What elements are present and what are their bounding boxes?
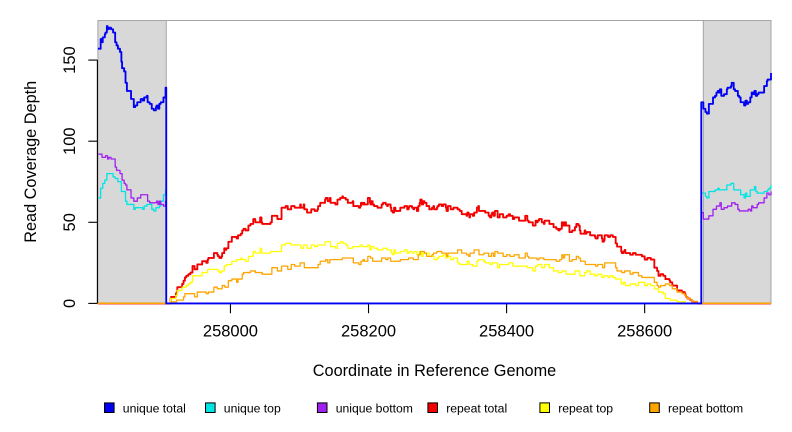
data-series [97, 25, 772, 305]
series-repeat-total [97, 195, 771, 305]
legend-label-unique-total: unique total [123, 401, 186, 415]
series-unique-total [97, 25, 772, 305]
y-tick-label: 0 [61, 299, 79, 308]
legend-swatch-repeat-top [539, 402, 551, 413]
series-repeat-top [97, 241, 771, 305]
series-repeat-bottom [97, 249, 771, 305]
legend-swatch-unique-total [104, 402, 115, 413]
x-tick-label: 258000 [203, 323, 258, 341]
legend-label-repeat-bottom: repeat bottom [668, 401, 743, 415]
x-tick-label: 258400 [479, 323, 534, 341]
left-unique-region [97, 20, 167, 304]
shaded-regions [97, 20, 772, 304]
legend-item: unique top [205, 401, 281, 415]
legend-label-unique-bottom: unique bottom [336, 401, 413, 415]
axes [88, 59, 646, 314]
legend-swatch-unique-top [205, 402, 216, 413]
legend-swatch-unique-bottom [316, 402, 328, 413]
legend-item: unique bottom [316, 401, 413, 415]
y-axis-label: Read Coverage Depth [22, 81, 40, 243]
legend: unique total unique top unique bottom repea… [104, 401, 743, 415]
legend-item: repeat top [539, 401, 613, 415]
legend-item: unique total [104, 401, 186, 415]
legend-label-unique-top: unique top [224, 401, 281, 415]
legend-item: repeat bottom [649, 401, 743, 415]
x-axis-label: Coordinate in Reference Genome [313, 362, 556, 380]
right-unique-region [702, 20, 772, 304]
legend-swatch-repeat-bottom [649, 402, 660, 413]
tick-labels: 258000 258200 258400 258600 0 50 100 150 [61, 46, 672, 340]
y-tick-label: 50 [61, 213, 79, 231]
legend-label-repeat-top: repeat top [558, 401, 613, 415]
legend-label-repeat-total: repeat total [446, 401, 507, 415]
y-tick-label: 100 [61, 127, 79, 155]
x-tick-label: 258600 [617, 323, 672, 341]
x-tick-label: 258200 [341, 323, 396, 341]
legend-item: repeat total [427, 401, 507, 415]
legend-swatch-repeat-total [427, 402, 438, 413]
y-tick-label: 150 [61, 46, 79, 74]
